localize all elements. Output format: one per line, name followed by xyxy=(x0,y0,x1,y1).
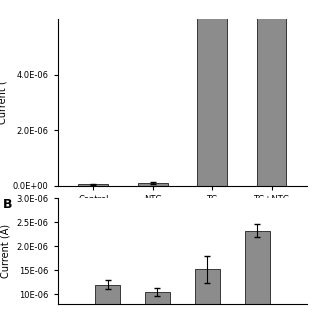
Bar xyxy=(138,183,168,186)
Bar xyxy=(197,0,227,186)
Y-axis label: Current (A): Current (A) xyxy=(1,224,11,278)
Bar xyxy=(78,184,108,186)
Bar xyxy=(257,0,286,186)
Bar xyxy=(145,292,170,320)
X-axis label: Samples: Samples xyxy=(160,208,205,218)
Bar xyxy=(195,269,220,320)
Bar xyxy=(245,230,270,320)
Bar xyxy=(95,285,120,320)
Y-axis label: Current (: Current ( xyxy=(0,81,7,124)
Text: B: B xyxy=(3,198,13,212)
